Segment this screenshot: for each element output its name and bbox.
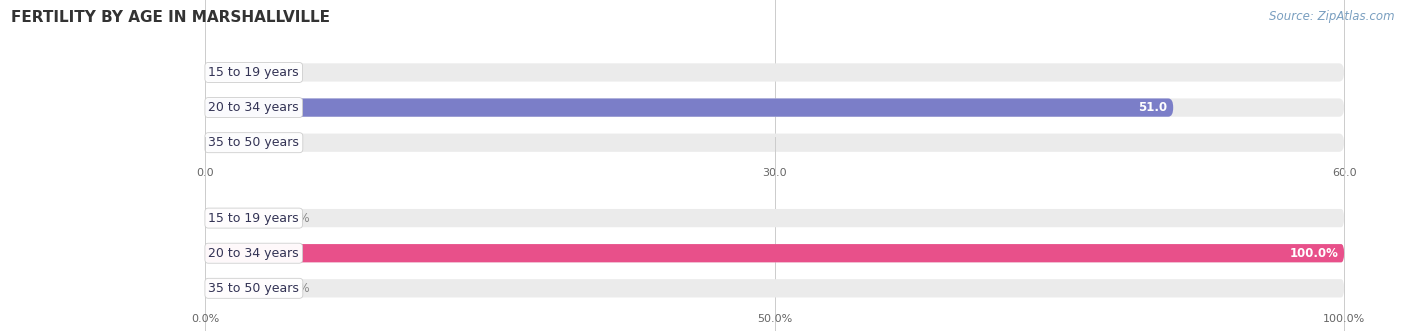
- Text: 20 to 34 years: 20 to 34 years: [208, 247, 299, 260]
- FancyBboxPatch shape: [205, 63, 1344, 82]
- FancyBboxPatch shape: [205, 209, 271, 227]
- Text: 15 to 19 years: 15 to 19 years: [208, 66, 299, 79]
- Text: 51.0: 51.0: [1139, 101, 1167, 114]
- FancyBboxPatch shape: [205, 98, 1344, 117]
- Text: 20 to 34 years: 20 to 34 years: [208, 101, 299, 114]
- Text: 35 to 50 years: 35 to 50 years: [208, 136, 299, 149]
- Text: Source: ZipAtlas.com: Source: ZipAtlas.com: [1270, 10, 1395, 23]
- Text: 100.0%: 100.0%: [1289, 247, 1339, 260]
- Text: 0.0: 0.0: [280, 66, 298, 79]
- Text: 0.0: 0.0: [280, 136, 298, 149]
- FancyBboxPatch shape: [205, 279, 1344, 298]
- FancyBboxPatch shape: [205, 209, 1344, 227]
- Text: 0.0%: 0.0%: [280, 212, 309, 225]
- FancyBboxPatch shape: [205, 244, 1344, 262]
- FancyBboxPatch shape: [205, 63, 271, 82]
- FancyBboxPatch shape: [205, 98, 1173, 117]
- Text: 15 to 19 years: 15 to 19 years: [208, 212, 299, 225]
- Text: FERTILITY BY AGE IN MARSHALLVILLE: FERTILITY BY AGE IN MARSHALLVILLE: [11, 10, 330, 25]
- FancyBboxPatch shape: [205, 279, 271, 298]
- Text: 0.0%: 0.0%: [280, 282, 309, 295]
- FancyBboxPatch shape: [205, 133, 271, 152]
- Text: 35 to 50 years: 35 to 50 years: [208, 282, 299, 295]
- FancyBboxPatch shape: [205, 244, 1344, 262]
- FancyBboxPatch shape: [205, 133, 1344, 152]
